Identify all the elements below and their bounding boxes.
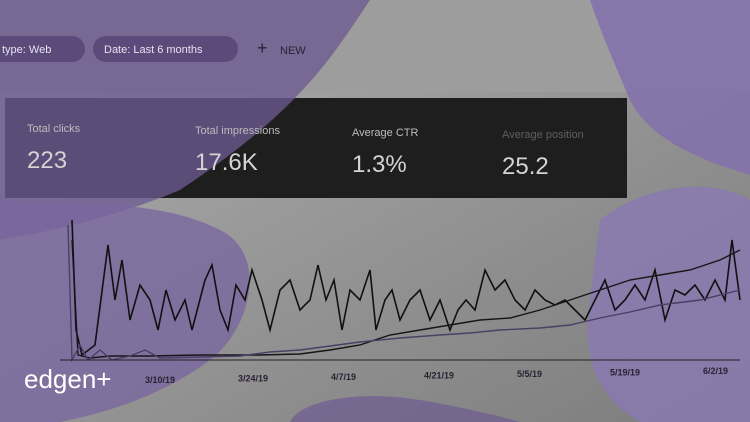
- new-button[interactable]: NEW: [280, 45, 306, 57]
- purple-shape: [290, 396, 520, 422]
- filter-chip[interactable]: [0, 36, 85, 62]
- x-tick-label: 5/19/19: [610, 368, 640, 378]
- metric-value: 223: [27, 147, 67, 174]
- plus-icon: +: [257, 38, 268, 58]
- metric-label: Total impressions: [195, 125, 280, 137]
- x-tick-label: 5/5/19: [517, 369, 542, 379]
- brand-logo: edgen+: [24, 364, 111, 394]
- x-tick-label: 4/7/19: [331, 372, 356, 382]
- filter-chip[interactable]: [93, 36, 238, 62]
- filter-label: Date: Last 6 months: [104, 44, 203, 56]
- filter-label: type: Web: [2, 44, 51, 56]
- x-tick-label: 3/10/19: [145, 375, 175, 385]
- chart-line: [71, 219, 741, 357]
- metric-value: 17.6K: [195, 149, 258, 176]
- x-tick-label: 6/2/19: [703, 366, 728, 376]
- metric-label: Average CTR: [352, 127, 418, 139]
- purple-shape: [0, 200, 250, 422]
- x-axis: 3/10/19 3/24/19 4/7/19 4/21/19 5/5/19 5/19/19…: [145, 366, 728, 385]
- chart-line: [71, 239, 741, 359]
- metric-value: 25.2: [502, 153, 549, 180]
- chart-line: [67, 224, 741, 363]
- purple-shape: [0, 0, 370, 240]
- metric-value: 1.3%: [352, 151, 407, 178]
- purple-shape: [590, 0, 750, 175]
- x-tick-label: 4/21/19: [424, 371, 454, 381]
- metric-label: Average position: [502, 129, 584, 141]
- metric-label: Total clicks: [27, 123, 81, 135]
- x-tick-label: 3/24/19: [238, 374, 268, 384]
